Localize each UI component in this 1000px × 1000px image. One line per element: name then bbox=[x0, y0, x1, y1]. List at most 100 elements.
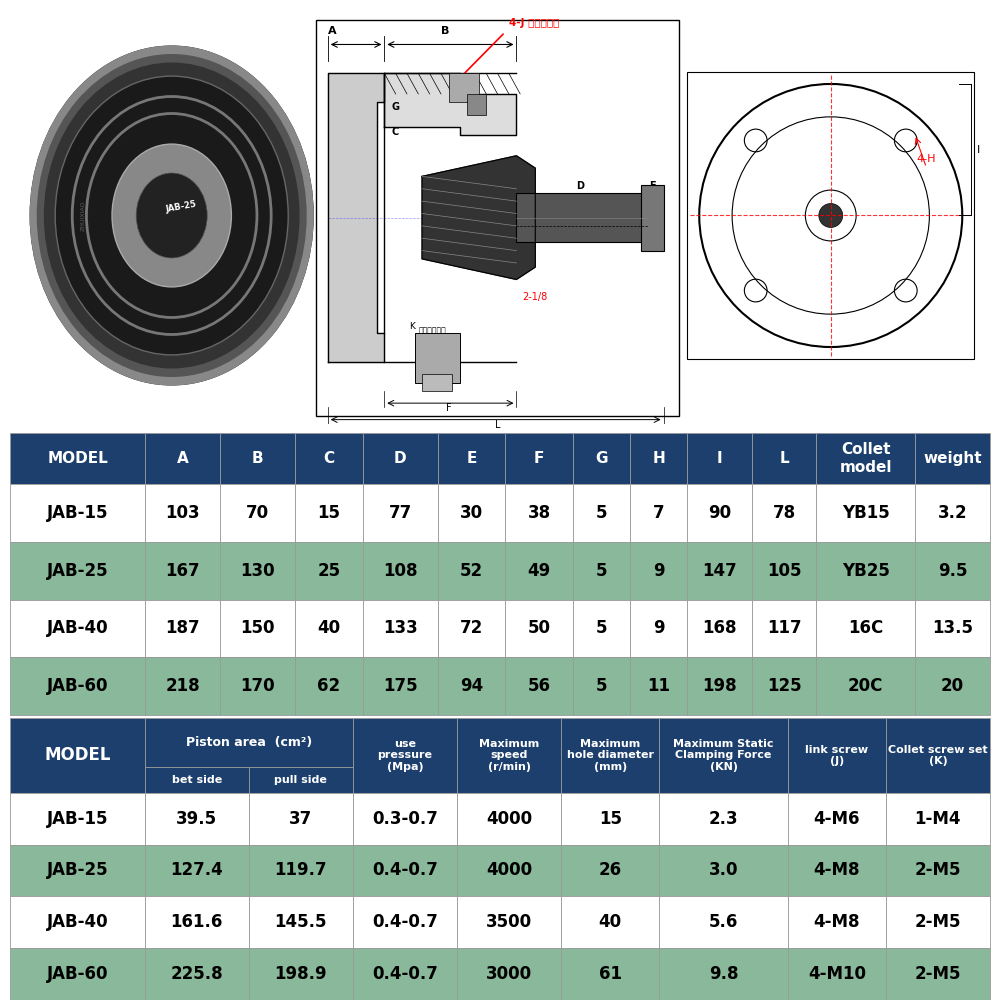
Bar bbox=[816, 484, 915, 542]
Bar bbox=[915, 433, 990, 484]
Bar bbox=[457, 896, 561, 948]
Text: 39.5: 39.5 bbox=[176, 810, 217, 828]
Text: MODEL: MODEL bbox=[44, 746, 111, 764]
Text: YB25: YB25 bbox=[842, 562, 890, 580]
Bar bbox=[249, 767, 353, 793]
Text: D: D bbox=[394, 451, 406, 466]
Bar bbox=[295, 484, 363, 542]
Bar bbox=[353, 948, 457, 1000]
Text: 25: 25 bbox=[317, 562, 340, 580]
Bar bbox=[561, 718, 659, 793]
Bar bbox=[573, 657, 630, 715]
Text: 3.2: 3.2 bbox=[938, 504, 967, 522]
Bar bbox=[886, 793, 990, 845]
Text: 170: 170 bbox=[240, 677, 275, 695]
Text: 3500: 3500 bbox=[486, 913, 532, 931]
Bar bbox=[145, 896, 249, 948]
Bar bbox=[573, 433, 630, 484]
Text: 9.5: 9.5 bbox=[938, 562, 967, 580]
Text: 3.0: 3.0 bbox=[709, 861, 738, 879]
Text: 119.7: 119.7 bbox=[275, 861, 327, 879]
Bar bbox=[10, 3, 333, 428]
Bar bbox=[10, 484, 145, 542]
Text: 2-M5: 2-M5 bbox=[915, 913, 961, 931]
Bar bbox=[687, 433, 752, 484]
Text: 26: 26 bbox=[599, 861, 622, 879]
Bar bbox=[249, 793, 353, 845]
Bar bbox=[457, 948, 561, 1000]
Text: 30: 30 bbox=[460, 504, 483, 522]
Text: 3000: 3000 bbox=[486, 965, 532, 983]
Text: JAB-60: JAB-60 bbox=[47, 677, 108, 695]
Bar bbox=[249, 896, 353, 948]
Text: 9: 9 bbox=[653, 619, 664, 637]
Text: 20C: 20C bbox=[848, 677, 883, 695]
Bar bbox=[915, 657, 990, 715]
Bar bbox=[505, 600, 573, 657]
Bar bbox=[10, 542, 145, 600]
Bar bbox=[630, 542, 687, 600]
Bar bbox=[659, 793, 788, 845]
Text: 5: 5 bbox=[596, 619, 607, 637]
Bar bbox=[457, 793, 561, 845]
Text: bet side: bet side bbox=[172, 775, 222, 785]
Bar bbox=[295, 433, 363, 484]
Ellipse shape bbox=[37, 54, 307, 377]
Bar bbox=[353, 718, 457, 793]
Text: JAB-40: JAB-40 bbox=[47, 913, 108, 931]
Bar bbox=[788, 718, 886, 793]
Text: MODEL: MODEL bbox=[47, 451, 108, 466]
Text: JAB-40: JAB-40 bbox=[47, 619, 108, 637]
Text: 2-M5: 2-M5 bbox=[915, 861, 961, 879]
Text: 133: 133 bbox=[383, 619, 418, 637]
Text: F: F bbox=[534, 451, 544, 466]
Bar bbox=[295, 542, 363, 600]
Text: 11: 11 bbox=[647, 677, 670, 695]
Bar bbox=[630, 484, 687, 542]
Text: 187: 187 bbox=[165, 619, 200, 637]
Bar bbox=[10, 718, 145, 793]
Text: weight: weight bbox=[923, 451, 982, 466]
Text: 2.3: 2.3 bbox=[709, 810, 738, 828]
Text: 61: 61 bbox=[599, 965, 622, 983]
Bar bbox=[353, 845, 457, 896]
Bar bbox=[438, 542, 505, 600]
Bar bbox=[457, 845, 561, 896]
Text: 94: 94 bbox=[460, 677, 483, 695]
Bar bbox=[353, 793, 457, 845]
Text: 4000: 4000 bbox=[486, 810, 532, 828]
Bar bbox=[816, 657, 915, 715]
Text: 161.6: 161.6 bbox=[171, 913, 223, 931]
Text: JAB-15: JAB-15 bbox=[47, 810, 108, 828]
Text: E: E bbox=[466, 451, 477, 466]
Bar bbox=[752, 433, 816, 484]
Text: 103: 103 bbox=[165, 504, 200, 522]
Text: 52: 52 bbox=[460, 562, 483, 580]
Text: 4-M6: 4-M6 bbox=[814, 810, 860, 828]
Ellipse shape bbox=[112, 144, 231, 287]
Bar bbox=[220, 433, 295, 484]
Text: 0.4-0.7: 0.4-0.7 bbox=[372, 965, 438, 983]
Bar bbox=[788, 896, 886, 948]
Text: JAB-25: JAB-25 bbox=[47, 861, 108, 879]
Text: 167: 167 bbox=[165, 562, 200, 580]
Text: 198.9: 198.9 bbox=[275, 965, 327, 983]
Text: 38: 38 bbox=[527, 504, 551, 522]
Text: 56: 56 bbox=[528, 677, 551, 695]
Text: 90: 90 bbox=[708, 504, 731, 522]
Text: I: I bbox=[717, 451, 722, 466]
Text: 49: 49 bbox=[527, 562, 551, 580]
Text: 72: 72 bbox=[460, 619, 483, 637]
Bar bbox=[10, 896, 145, 948]
Ellipse shape bbox=[44, 62, 300, 368]
Ellipse shape bbox=[30, 45, 314, 385]
Text: G: G bbox=[595, 451, 608, 466]
Bar bbox=[249, 948, 353, 1000]
Bar bbox=[886, 948, 990, 1000]
Text: Maximum Static
Clamping Force
(KN): Maximum Static Clamping Force (KN) bbox=[673, 739, 774, 772]
Text: YB15: YB15 bbox=[842, 504, 890, 522]
Text: 2-M5: 2-M5 bbox=[915, 965, 961, 983]
Bar bbox=[10, 657, 145, 715]
Bar bbox=[220, 657, 295, 715]
Text: JAB-60: JAB-60 bbox=[47, 965, 108, 983]
